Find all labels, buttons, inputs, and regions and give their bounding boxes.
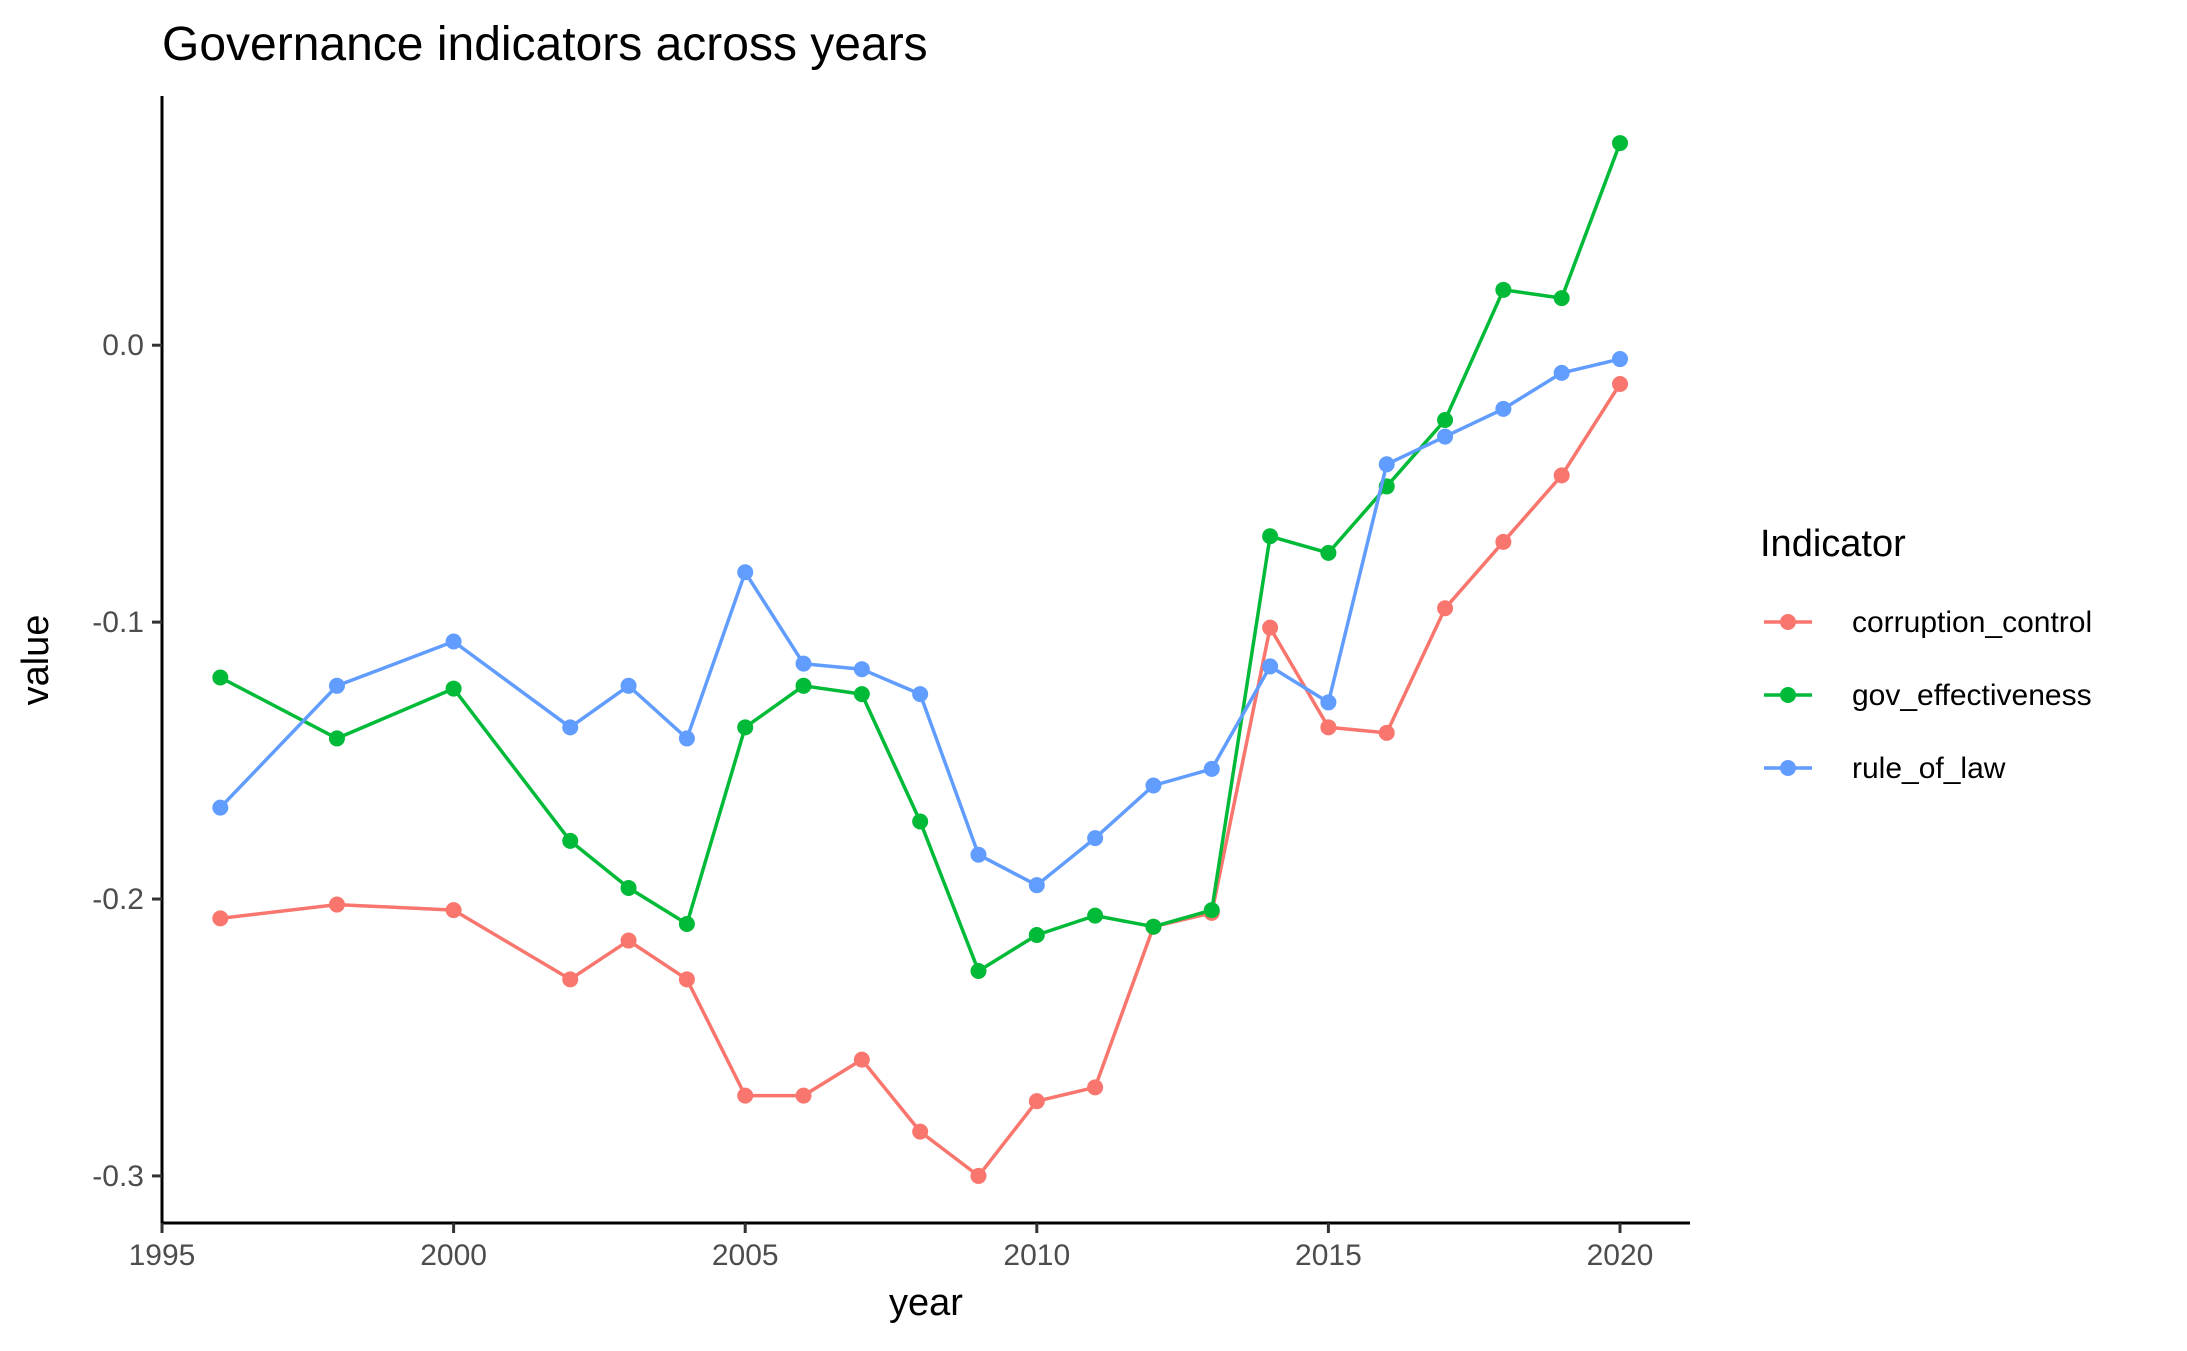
data-point bbox=[1145, 918, 1162, 935]
data-point bbox=[328, 730, 345, 747]
data-point bbox=[737, 564, 754, 581]
data-point bbox=[970, 963, 987, 980]
y-tick-label: -0.1 bbox=[92, 606, 144, 639]
data-point bbox=[1320, 694, 1337, 711]
data-point bbox=[445, 680, 462, 697]
data-point bbox=[795, 1087, 812, 1104]
data-point bbox=[795, 655, 812, 672]
data-point bbox=[853, 661, 870, 678]
data-point bbox=[562, 832, 579, 849]
legend-item-gov_effectiveness: gov_effectiveness bbox=[1764, 679, 2092, 712]
data-point bbox=[678, 730, 695, 747]
legend-key-point bbox=[1780, 687, 1796, 703]
data-point bbox=[678, 971, 695, 988]
data-point bbox=[212, 910, 229, 927]
data-point bbox=[212, 669, 229, 686]
data-point bbox=[1612, 351, 1629, 368]
data-point bbox=[1378, 724, 1395, 741]
data-point bbox=[1087, 1079, 1104, 1096]
data-point bbox=[620, 677, 637, 694]
data-point bbox=[445, 633, 462, 650]
data-point bbox=[1028, 877, 1045, 894]
legend: Indicator corruption_control gov_effectiv… bbox=[1760, 523, 2092, 785]
legend-items: corruption_control gov_effectiveness rule_… bbox=[1764, 606, 2092, 785]
data-point bbox=[620, 932, 637, 949]
series-group bbox=[212, 135, 1629, 1184]
data-point bbox=[1495, 281, 1512, 298]
chart-title: Governance indicators across years bbox=[162, 18, 928, 71]
y-axis-title: value bbox=[15, 615, 57, 706]
x-tick-label: 1995 bbox=[129, 1239, 196, 1272]
x-tick-label: 2010 bbox=[1003, 1239, 1070, 1272]
data-point bbox=[212, 799, 229, 816]
data-point bbox=[1553, 364, 1570, 381]
x-tick-label: 2005 bbox=[712, 1239, 779, 1272]
y-tick-label: -0.2 bbox=[92, 883, 144, 916]
y-tick-label: 0.0 bbox=[102, 329, 144, 362]
series-gov_effectiveness bbox=[212, 135, 1629, 980]
x-ticks: 1995 2000 2005 2010 2015 2020 bbox=[129, 1223, 1654, 1272]
legend-key-point bbox=[1780, 614, 1796, 630]
data-point bbox=[1087, 907, 1104, 924]
data-point bbox=[562, 719, 579, 736]
data-point bbox=[1262, 619, 1279, 636]
legend-label: rule_of_law bbox=[1852, 752, 2006, 785]
legend-label: gov_effectiveness bbox=[1852, 679, 2092, 712]
data-point bbox=[678, 915, 695, 932]
data-point bbox=[1495, 400, 1512, 417]
data-point bbox=[1145, 777, 1162, 794]
data-point bbox=[912, 686, 929, 703]
legend-title: Indicator bbox=[1760, 523, 1906, 565]
series-corruption_control bbox=[212, 375, 1629, 1184]
data-point bbox=[1028, 927, 1045, 944]
series-line bbox=[220, 383, 1622, 1178]
y-tick-label: -0.3 bbox=[92, 1160, 144, 1193]
data-point bbox=[445, 902, 462, 919]
legend-item-rule_of_law: rule_of_law bbox=[1764, 752, 2006, 785]
x-axis-title: year bbox=[889, 1282, 963, 1324]
data-point bbox=[1612, 135, 1629, 152]
data-point bbox=[970, 1167, 987, 1184]
data-point bbox=[737, 1087, 754, 1104]
data-point bbox=[1320, 719, 1337, 736]
data-point bbox=[1087, 830, 1104, 847]
legend-item-corruption_control: corruption_control bbox=[1764, 606, 2092, 639]
data-point bbox=[328, 677, 345, 694]
data-point bbox=[737, 719, 754, 736]
data-point bbox=[1262, 658, 1279, 675]
data-point bbox=[1437, 600, 1454, 617]
legend-label: corruption_control bbox=[1852, 606, 2092, 639]
data-point bbox=[1553, 467, 1570, 484]
data-point bbox=[1553, 290, 1570, 307]
data-point bbox=[1495, 533, 1512, 550]
data-point bbox=[912, 813, 929, 830]
data-point bbox=[853, 1051, 870, 1068]
data-point bbox=[1378, 456, 1395, 473]
data-point bbox=[1203, 902, 1220, 919]
data-point bbox=[795, 677, 812, 694]
data-point bbox=[1203, 760, 1220, 777]
axes: 1995 2000 2005 2010 2015 2020 0.0 -0.1 -0.2 -0.3 bbox=[92, 96, 1690, 1272]
data-point bbox=[1028, 1093, 1045, 1110]
data-point bbox=[1437, 428, 1454, 445]
data-point bbox=[1437, 411, 1454, 428]
data-point bbox=[1262, 528, 1279, 545]
series-rule_of_law bbox=[212, 351, 1629, 894]
data-point bbox=[970, 846, 987, 863]
x-tick-label: 2020 bbox=[1587, 1239, 1654, 1272]
data-point bbox=[620, 879, 637, 896]
data-point bbox=[912, 1123, 929, 1140]
data-point bbox=[1612, 375, 1629, 392]
y-ticks: 0.0 -0.1 -0.2 -0.3 bbox=[92, 329, 162, 1193]
data-point bbox=[328, 896, 345, 913]
data-point bbox=[853, 686, 870, 703]
data-point bbox=[562, 971, 579, 988]
data-point bbox=[1320, 544, 1337, 561]
legend-key-point bbox=[1780, 760, 1796, 776]
series-line bbox=[219, 357, 1621, 887]
x-tick-label: 2015 bbox=[1295, 1239, 1362, 1272]
x-tick-label: 2000 bbox=[420, 1239, 487, 1272]
series-line bbox=[219, 142, 1622, 973]
